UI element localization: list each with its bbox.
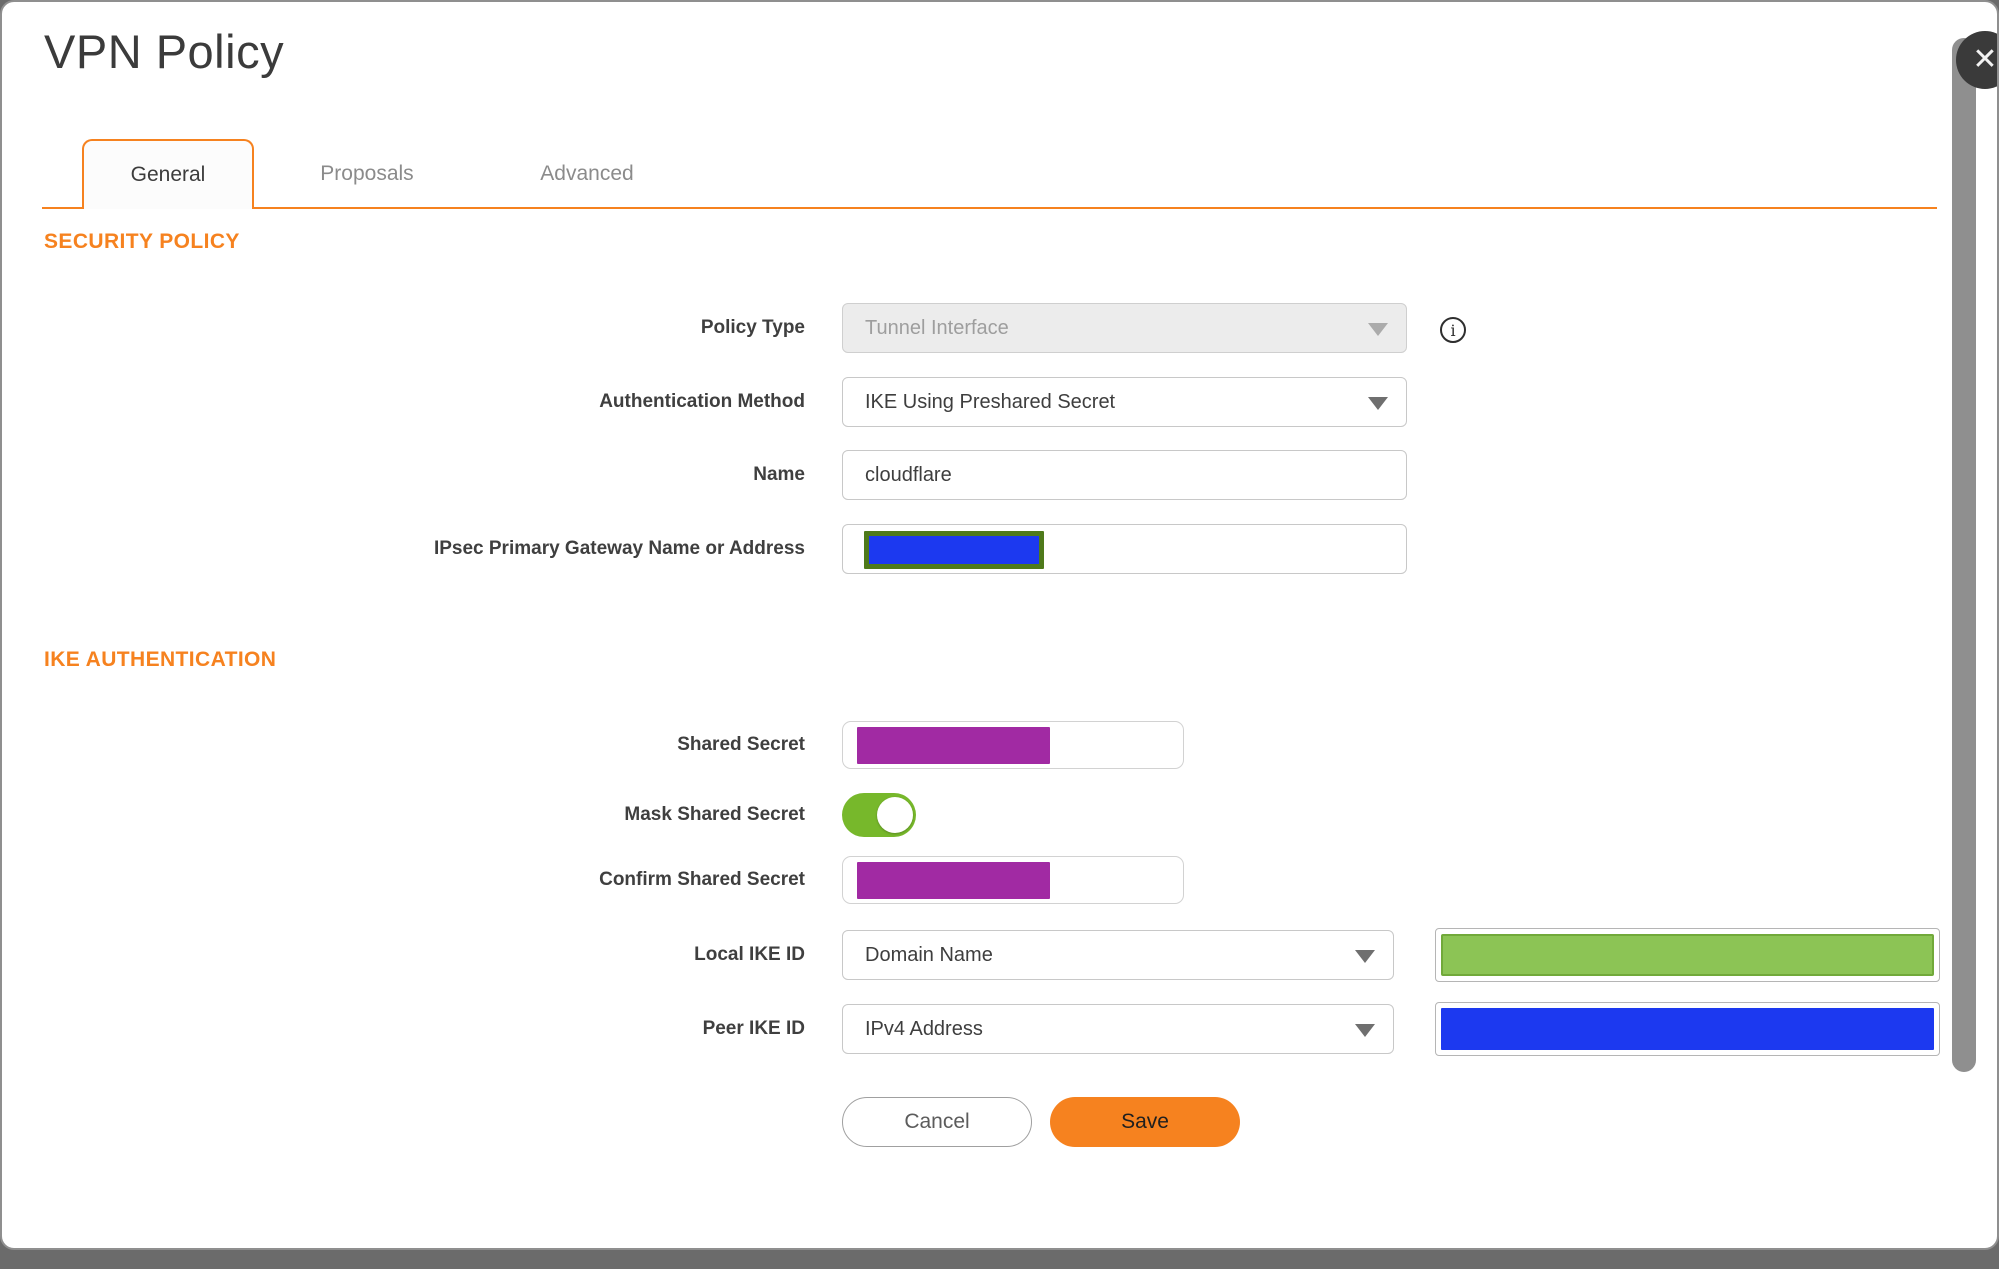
chevron-down-icon: [1355, 1024, 1375, 1037]
security-policy-heading: SECURITY POLICY: [44, 230, 240, 253]
peer-ike-id-type-value: IPv4 Address: [865, 1017, 983, 1040]
name-input[interactable]: cloudflare: [842, 450, 1407, 500]
shared-secret-label: Shared Secret: [677, 734, 805, 755]
policy-type-label: Policy Type: [700, 317, 805, 338]
redacted-shared-secret-value: [857, 727, 1050, 764]
chevron-down-icon: [1368, 397, 1388, 410]
authentication-method-value: IKE Using Preshared Secret: [865, 390, 1116, 413]
gateway-input[interactable]: [842, 524, 1407, 574]
redacted-confirm-shared-secret-value: [857, 862, 1050, 899]
mask-shared-secret-label: Mask Shared Secret: [624, 804, 805, 825]
confirm-shared-secret-input[interactable]: [842, 856, 1184, 904]
chevron-down-icon: [1355, 950, 1375, 963]
save-button[interactable]: Save: [1050, 1097, 1240, 1147]
info-icon[interactable]: i: [1440, 317, 1466, 343]
redacted-gateway-value: [864, 531, 1044, 569]
name-label: Name: [753, 464, 805, 485]
gateway-label: IPsec Primary Gateway Name or Address: [433, 538, 805, 559]
policy-type-dropdown: Tunnel Interface: [842, 303, 1407, 353]
redacted-local-ike-id-value: [1441, 934, 1934, 976]
scrollbar[interactable]: [1952, 38, 1976, 1072]
shared-secret-input[interactable]: [842, 721, 1184, 769]
tab-general[interactable]: General: [82, 139, 254, 209]
authentication-method-dropdown[interactable]: IKE Using Preshared Secret: [842, 377, 1407, 427]
local-ike-id-type-value: Domain Name: [865, 943, 993, 966]
peer-ike-id-label: Peer IKE ID: [702, 1018, 805, 1039]
cancel-button[interactable]: Cancel: [842, 1097, 1032, 1147]
local-ike-id-dropdown[interactable]: Domain Name: [842, 930, 1394, 980]
local-ike-id-label: Local IKE ID: [694, 944, 805, 965]
policy-type-value: Tunnel Interface: [865, 316, 1009, 339]
tab-advanced[interactable]: Advanced: [540, 162, 634, 185]
chevron-down-icon: [1368, 323, 1388, 336]
mask-shared-secret-toggle[interactable]: [842, 793, 916, 837]
redacted-peer-ike-id-value: [1441, 1008, 1934, 1050]
peer-ike-id-dropdown[interactable]: IPv4 Address: [842, 1004, 1394, 1054]
ike-authentication-heading: IKE AUTHENTICATION: [44, 648, 277, 671]
authentication-method-label: Authentication Method: [599, 391, 805, 412]
close-icon: ✕: [1972, 43, 1998, 76]
local-ike-id-value-input[interactable]: [1435, 928, 1940, 982]
name-value: cloudflare: [865, 463, 952, 486]
confirm-shared-secret-label: Confirm Shared Secret: [599, 869, 805, 890]
page-title: VPN Policy: [44, 25, 285, 78]
close-button[interactable]: ✕: [1956, 31, 1998, 89]
tab-proposals[interactable]: Proposals: [320, 162, 414, 185]
peer-ike-id-value-input[interactable]: [1435, 1002, 1940, 1056]
tab-underline: [42, 207, 1937, 209]
toggle-knob: [877, 797, 913, 833]
